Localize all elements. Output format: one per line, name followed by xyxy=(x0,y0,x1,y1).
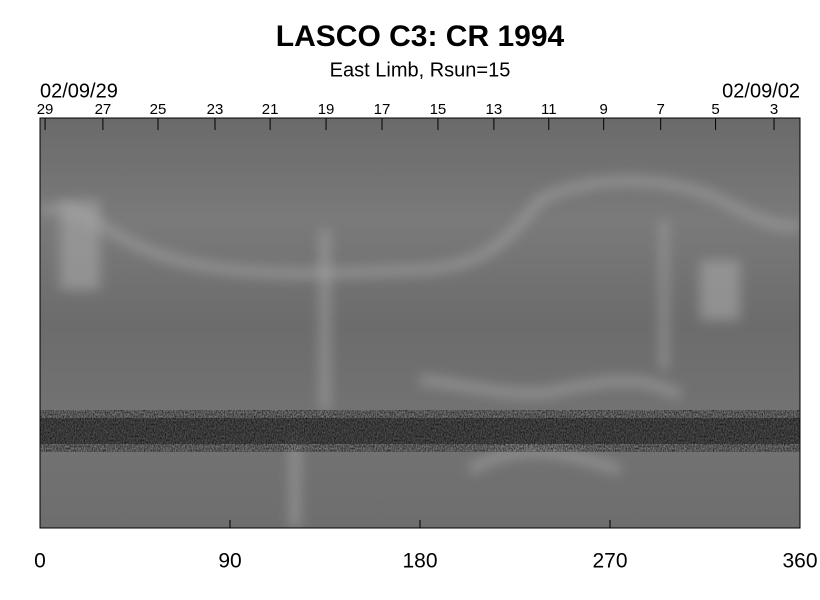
x2-tick-label: 11 xyxy=(541,101,557,118)
date-label: 02/09/29 xyxy=(40,80,118,102)
x2-tick-label: 23 xyxy=(207,101,224,118)
x2-tick-label: 19 xyxy=(318,101,335,118)
chart-subtitle: East Limb, Rsun=15 xyxy=(330,59,511,81)
chart-title: LASCO C3: CR 1994 xyxy=(276,20,565,53)
x2-tick-label: 9 xyxy=(599,101,607,118)
synoptic-image xyxy=(40,118,800,528)
x2-tick-label: 21 xyxy=(262,101,279,118)
x-tick-label: 180 xyxy=(402,550,437,573)
date-label: 02/09/02 xyxy=(722,80,800,102)
x-tick-label: 270 xyxy=(592,550,627,573)
x2-tick-label: 29 xyxy=(37,101,54,118)
x2-tick-label: 5 xyxy=(711,101,719,118)
x-tick-label: 0 xyxy=(34,550,46,573)
x2-tick-label: 27 xyxy=(95,101,112,118)
x-tick-label: 90 xyxy=(218,550,241,573)
x2-tick-label: 25 xyxy=(150,101,167,118)
x2-tick-label: 7 xyxy=(656,101,664,118)
x2-tick-label: 17 xyxy=(374,101,391,118)
x2-tick-label: 13 xyxy=(486,101,503,118)
x-tick-label: 360 xyxy=(782,550,817,573)
x2-tick-label: 3 xyxy=(770,101,778,118)
x2-tick-label: 15 xyxy=(430,101,447,118)
